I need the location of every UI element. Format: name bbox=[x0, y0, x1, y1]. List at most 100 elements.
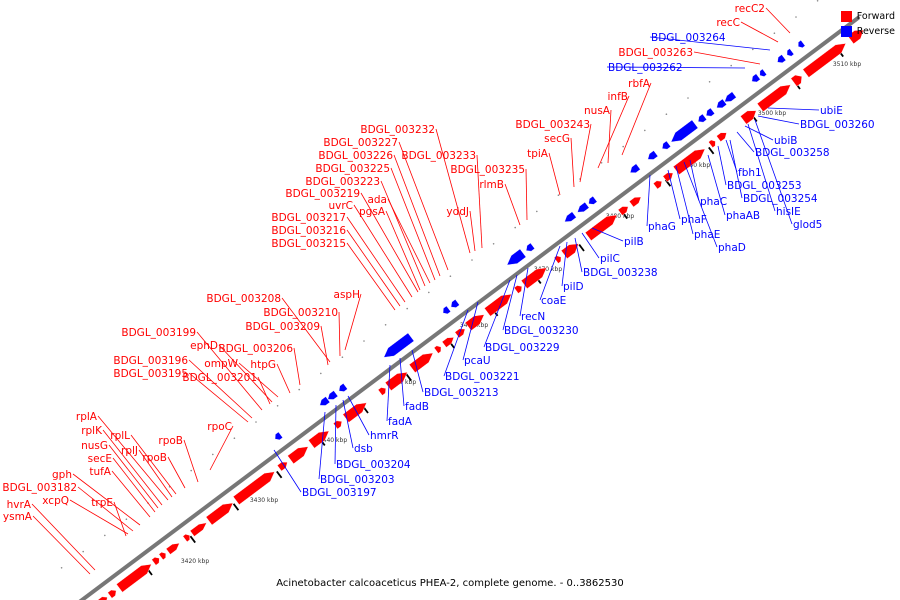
scale-dot bbox=[514, 226, 516, 229]
scale-dot bbox=[406, 307, 409, 310]
gene-label-ysma: ysmA bbox=[3, 511, 33, 523]
leader-line bbox=[380, 180, 426, 287]
gene-label-gph: gph bbox=[52, 469, 72, 481]
leader-line bbox=[683, 161, 718, 248]
leader-line bbox=[390, 167, 436, 281]
gene-label-bdgl-003262: BDGL_003262 bbox=[608, 62, 683, 74]
leader-line bbox=[581, 232, 600, 259]
forward-gene bbox=[333, 420, 343, 430]
gene-label-xcpq: xcpQ bbox=[42, 495, 69, 507]
gene-label-pgsa: pgsA bbox=[359, 206, 386, 218]
scale-dot bbox=[60, 567, 63, 569]
scale-dot bbox=[795, 16, 797, 18]
gene-label-rpla: rplA bbox=[76, 411, 98, 423]
reverse-gene bbox=[338, 383, 348, 392]
scale-dot bbox=[363, 340, 365, 342]
tick-mark bbox=[276, 470, 283, 479]
forward-gene bbox=[662, 172, 674, 183]
leader-line bbox=[138, 449, 173, 498]
reverse-gene bbox=[661, 140, 671, 150]
gene-label-phaf: phaF bbox=[681, 214, 707, 226]
gene-label-rpoc: rpoC bbox=[207, 421, 232, 433]
leader-line bbox=[435, 128, 471, 254]
scale-dot bbox=[492, 243, 495, 245]
leader-line bbox=[393, 154, 441, 277]
leader-line bbox=[591, 227, 624, 242]
leader-line bbox=[130, 434, 177, 495]
leader-line bbox=[209, 425, 234, 471]
leader-line bbox=[320, 325, 329, 366]
leader-line bbox=[606, 66, 746, 69]
forward-gene bbox=[441, 337, 455, 348]
reverse-gene bbox=[697, 113, 707, 123]
gene-label-bdgl-003235: BDGL_003235 bbox=[450, 164, 525, 176]
leader-line bbox=[525, 168, 528, 221]
leader-line bbox=[31, 503, 96, 571]
forward-gene bbox=[484, 293, 512, 317]
gene-label-asph: aspH bbox=[334, 289, 360, 301]
reverse-gene bbox=[588, 195, 598, 205]
gene-label-bdgl-003221: BDGL_003221 bbox=[445, 371, 520, 383]
gene-label-phaab: phaAB bbox=[726, 210, 760, 222]
reverse-gene bbox=[724, 91, 737, 103]
legend-forward-label: Forward bbox=[856, 11, 895, 22]
reverse-gene bbox=[777, 54, 787, 64]
leader-line bbox=[334, 404, 337, 465]
leader-line bbox=[97, 415, 169, 501]
forward-gene bbox=[165, 542, 180, 555]
leader-line bbox=[108, 444, 159, 509]
leader-line bbox=[502, 274, 518, 331]
scale-dot bbox=[212, 453, 214, 456]
leader-line bbox=[360, 192, 419, 293]
gene-label-ephd: ephD bbox=[190, 340, 218, 352]
reverse-gene bbox=[327, 390, 339, 400]
leader-line bbox=[675, 165, 694, 235]
leader-line bbox=[411, 349, 424, 393]
reverse-gene bbox=[506, 248, 527, 266]
leader-line bbox=[218, 344, 273, 403]
gene-label-bdgl-003238: BDGL_003238 bbox=[583, 267, 658, 279]
leader-line bbox=[293, 347, 301, 386]
forward-gene bbox=[802, 43, 847, 78]
gene-label-bdgl-003215: BDGL_003215 bbox=[271, 238, 346, 250]
gene-label-bdgl-003254: BDGL_003254 bbox=[743, 193, 818, 205]
gene-label-bdgl-003260: BDGL_003260 bbox=[800, 119, 875, 131]
leader-line bbox=[188, 372, 249, 423]
leader-line bbox=[689, 159, 700, 202]
leader-line bbox=[693, 51, 761, 65]
reverse-gene bbox=[450, 299, 460, 308]
forward-gene bbox=[520, 267, 547, 289]
forward-gene bbox=[790, 74, 803, 87]
gene-label-recc: recC bbox=[716, 17, 740, 29]
gene-label-bdgl-003201: BDGL_003201 bbox=[182, 372, 257, 384]
leader-line bbox=[111, 470, 151, 518]
reverse-gene bbox=[797, 39, 806, 49]
scale-dot bbox=[773, 32, 776, 34]
gene-label-bdgl-003264: BDGL_003264 bbox=[651, 32, 726, 44]
forward-gene bbox=[653, 180, 663, 190]
gene-label-phae: phaE bbox=[694, 229, 720, 241]
leader-line bbox=[338, 311, 341, 357]
leader-line bbox=[196, 331, 263, 411]
forward-gene bbox=[205, 502, 234, 526]
gene-label-bdgl-003195: BDGL_003195 bbox=[113, 368, 188, 380]
gene-label-bdgl-003223: BDGL_003223 bbox=[305, 176, 380, 188]
leader-line bbox=[72, 473, 141, 526]
tick-mark bbox=[189, 535, 196, 544]
legend-reverse: Reverse bbox=[840, 24, 895, 39]
reverse-gene bbox=[319, 396, 331, 406]
forward-gene bbox=[513, 285, 523, 294]
gene-label-glod5: glod5 bbox=[793, 219, 822, 231]
leader-line bbox=[607, 109, 612, 164]
tick-mark bbox=[578, 244, 585, 252]
gene-label-rplk: rplK bbox=[81, 425, 103, 437]
gene-label-bdgl-003225: BDGL_003225 bbox=[315, 163, 390, 175]
leader-line bbox=[579, 123, 592, 183]
legend-forward: Forward bbox=[840, 9, 895, 24]
forward-gene bbox=[232, 471, 275, 505]
forward-gene bbox=[182, 533, 191, 543]
gene-label-bdgl-003209: BDGL_003209 bbox=[245, 321, 320, 333]
leader-line bbox=[387, 198, 431, 284]
gene-label-tufa: tufA bbox=[89, 466, 111, 478]
